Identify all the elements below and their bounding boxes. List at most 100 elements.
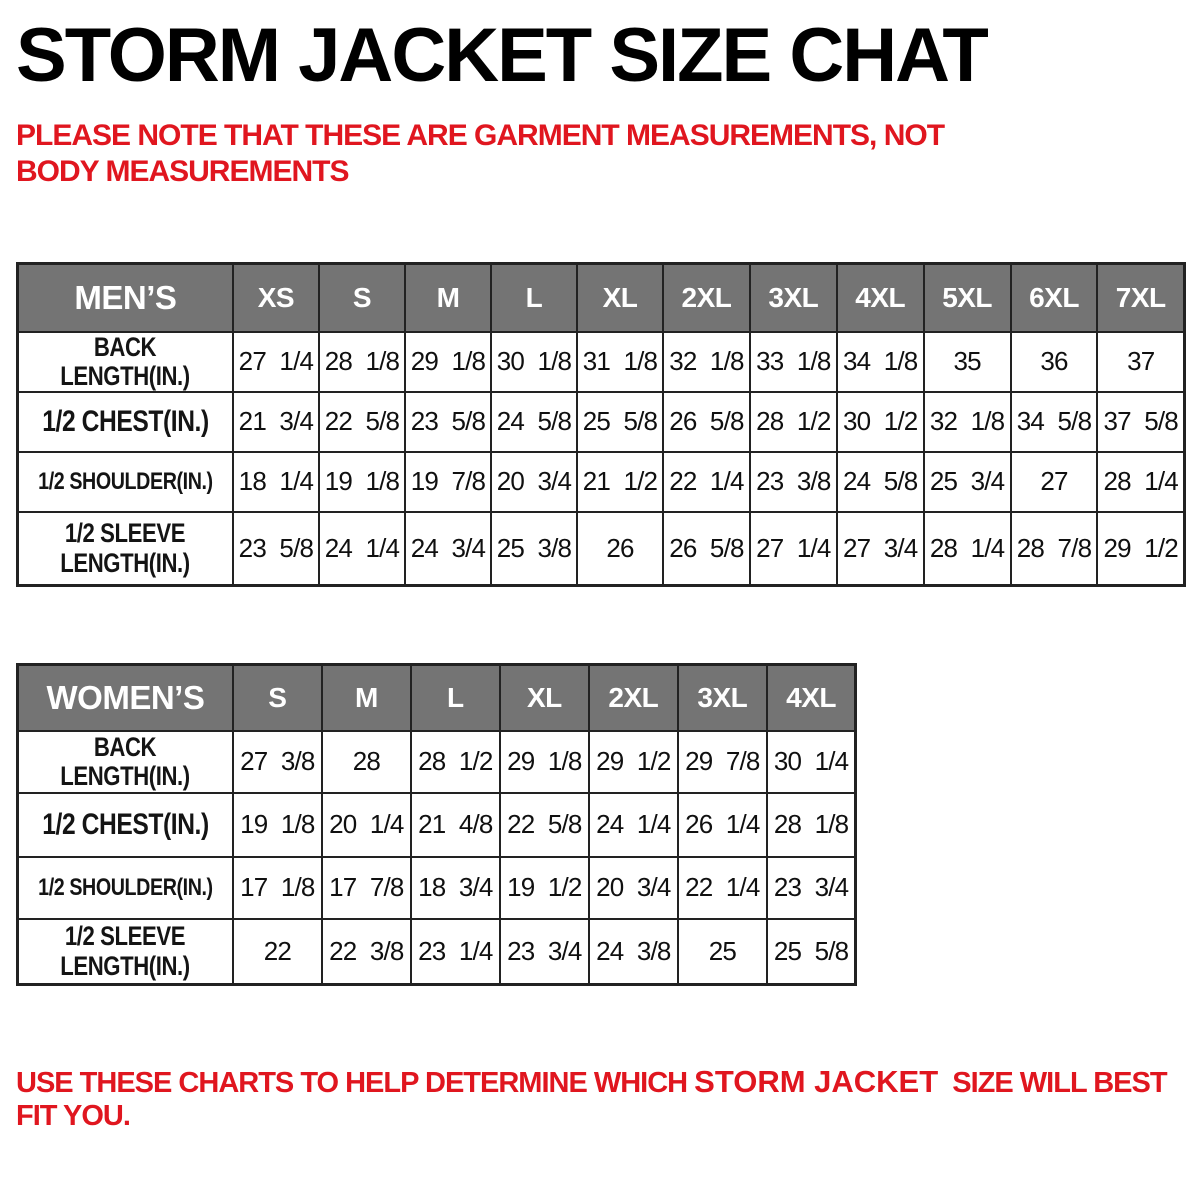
- table-title-cell: WOMEN’S: [16, 663, 234, 732]
- measurement-value: 33 1/8: [748, 330, 838, 393]
- measurement-value: 30 1/4: [765, 729, 857, 794]
- measurement-value: 29 1/2: [1096, 510, 1186, 587]
- measurement-value: 27: [1009, 450, 1099, 513]
- measurement-value: 24 3/4: [403, 510, 492, 587]
- fit-advice-product-name: STORM JACKET: [694, 1064, 939, 1100]
- row-label-text: 1/2 SLEEVE LENGTH(IN.): [60, 921, 191, 981]
- size-column-header: XS: [231, 262, 321, 333]
- measurement-value: 32 1/8: [922, 390, 1012, 453]
- measurement-value: 36: [1009, 330, 1099, 393]
- measurement-value: 29 7/8: [676, 729, 768, 794]
- measurement-value: 27 1/4: [748, 510, 838, 587]
- measurement-value: 34 1/8: [835, 330, 925, 393]
- measurement-value: 23 1/4: [409, 917, 501, 986]
- measurement-value: 26 5/8: [662, 510, 751, 587]
- measurement-value: 32 1/8: [662, 330, 751, 393]
- fit-advice-note: USE THESE CHARTS TO HELP DETERMINE WHICH…: [16, 1064, 1186, 1133]
- measurement-value: 20 3/4: [587, 855, 679, 920]
- measurement-value: 25 3/8: [489, 510, 578, 587]
- measurement-value: 20 3/4: [489, 450, 578, 513]
- row-label: 1/2 SLEEVE LENGTH(IN.): [16, 917, 234, 986]
- garment-measurement-note: PLEASE NOTE THAT THESE ARE GARMENT MEASU…: [16, 119, 945, 188]
- measurement-value: 25 5/8: [765, 917, 857, 986]
- measurement-value: 34 5/8: [1009, 390, 1099, 453]
- mens-size-table: MEN’S XS S M L XL 2XL 3XL 4XL 5XL 6XL 7XL BACK LENGT…: [16, 262, 1186, 588]
- size-column-header: L: [489, 262, 578, 333]
- measurement-value: 19 7/8: [403, 450, 492, 513]
- measurement-value: 29 1/8: [403, 330, 492, 393]
- measurement-value: 22 5/8: [498, 791, 590, 858]
- measurement-value: 22: [231, 917, 323, 986]
- measurement-value: 26 5/8: [662, 390, 751, 453]
- measurement-value: 23 5/8: [403, 390, 492, 453]
- fit-advice-suffix: SIZE WILL BEST FIT YOU.: [16, 1067, 1174, 1133]
- measurement-value: 17 1/8: [231, 855, 323, 920]
- size-column-header: 4XL: [835, 262, 925, 333]
- table-title-cell: MEN’S: [16, 262, 234, 333]
- measurement-value: 24 1/4: [587, 791, 679, 858]
- measurement-value: 19 1/2: [498, 855, 590, 920]
- size-column-header: L: [409, 663, 501, 732]
- measurement-value: 21 4/8: [409, 791, 501, 858]
- measurement-value: 22 5/8: [318, 390, 406, 453]
- row-label-text: 1/2 CHEST(IN.): [42, 404, 209, 438]
- measurement-value: 25 5/8: [575, 390, 665, 453]
- row-label-text: 1/2 SHOULDER(IN.): [38, 873, 213, 901]
- measurement-value: 27 3/4: [835, 510, 925, 587]
- measurement-value: 30 1/8: [489, 330, 578, 393]
- size-column-header: S: [231, 663, 323, 732]
- measurement-value: 28 1/2: [409, 729, 501, 794]
- row-label: 1/2 SHOULDER(IN.): [16, 450, 234, 513]
- fit-advice-prefix: USE THESE CHARTS TO HELP DETERMINE WHICH: [16, 1067, 695, 1100]
- measurement-value: 28: [320, 729, 412, 794]
- size-column-header: 2XL: [662, 262, 751, 333]
- measurement-value: 28 1/4: [1096, 450, 1186, 513]
- page-title: STORM JACKET SIZE CHAT: [16, 13, 989, 98]
- measurement-value: 28 1/8: [318, 330, 406, 393]
- row-label-text: BACK LENGTH(IN.): [60, 331, 191, 391]
- measurement-value: 35: [922, 330, 1012, 393]
- measurement-value: 24 5/8: [835, 450, 925, 513]
- size-column-header: 7XL: [1096, 262, 1186, 333]
- row-label-text: BACK LENGTH(IN.): [60, 731, 191, 791]
- measurement-value: 19 1/8: [231, 791, 323, 858]
- measurement-value: 30 1/2: [835, 390, 925, 453]
- measurement-value: 28 1/4: [922, 510, 1012, 587]
- measurement-value: 23 3/4: [765, 855, 857, 920]
- row-label: 1/2 CHEST(IN.): [16, 791, 234, 858]
- row-label: BACK LENGTH(IN.): [16, 729, 234, 794]
- row-label-text: 1/2 CHEST(IN.): [42, 807, 209, 841]
- measurement-value: 24 3/8: [587, 917, 679, 986]
- row-label: 1/2 CHEST(IN.): [16, 390, 234, 453]
- size-chart-page: STORM JACKET SIZE CHAT PLEASE NOTE THAT …: [16, 13, 1186, 1133]
- measurement-value: 20 1/4: [320, 791, 412, 858]
- size-column-header: 2XL: [587, 663, 679, 732]
- measurement-value: 23 3/4: [498, 917, 590, 986]
- measurement-value: 28 7/8: [1009, 510, 1099, 587]
- measurement-value: 18 1/4: [231, 450, 321, 513]
- measurement-value: 31 1/8: [575, 330, 665, 393]
- size-column-header: M: [403, 262, 492, 333]
- measurement-value: 22 1/4: [662, 450, 751, 513]
- measurement-value: 37 5/8: [1096, 390, 1186, 453]
- measurement-value: 23 5/8: [231, 510, 321, 587]
- measurement-value: 22 3/8: [320, 917, 412, 986]
- row-label: 1/2 SHOULDER(IN.): [16, 855, 234, 920]
- size-column-header: 4XL: [765, 663, 857, 732]
- measurement-value: 22 1/4: [676, 855, 768, 920]
- row-label: 1/2 SLEEVE LENGTH(IN.): [16, 510, 234, 587]
- measurement-value: 29 1/2: [587, 729, 679, 794]
- row-label: BACK LENGTH(IN.): [16, 330, 234, 393]
- measurement-value: 23 3/8: [748, 450, 838, 513]
- measurement-value: 21 1/2: [575, 450, 665, 513]
- measurement-value: 21 3/4: [231, 390, 321, 453]
- measurement-value: 37: [1096, 330, 1186, 393]
- size-column-header: XL: [575, 262, 665, 333]
- measurement-value: 25 3/4: [922, 450, 1012, 513]
- measurement-value: 26 1/4: [676, 791, 768, 858]
- measurement-value: 28 1/2: [748, 390, 838, 453]
- measurement-value: 26: [575, 510, 665, 587]
- size-column-header: S: [318, 262, 406, 333]
- size-column-header: 5XL: [922, 262, 1012, 333]
- size-column-header: 6XL: [1009, 262, 1099, 333]
